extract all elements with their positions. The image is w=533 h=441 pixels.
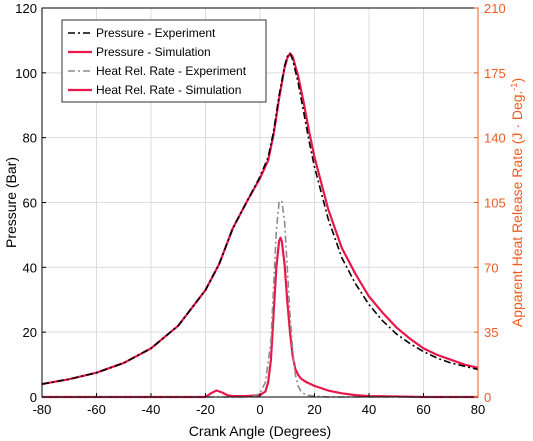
y-left-tick-label: 60	[23, 196, 37, 211]
y-right-tick-label: 140	[484, 131, 506, 146]
y-left-tick-label: 0	[30, 390, 37, 405]
y-left-tick-label: 100	[15, 66, 37, 81]
series-line-3	[42, 236, 478, 399]
y-right-tick-label: 105	[484, 196, 506, 211]
legend-label-0: Pressure - Experiment	[96, 26, 216, 40]
y-right-axis-title-close: )	[509, 78, 525, 83]
grid	[41, 7, 479, 398]
ticks: -80 -60 -40 -20 0 20 40 60 800204060801001200357…	[15, 1, 505, 417]
y-right-tick-label: 0	[484, 390, 491, 405]
x-tick-label: -20	[196, 402, 215, 417]
y-left-tick-label: 80	[23, 131, 37, 146]
y-right-axis-title-main: Apparent Heat Release Rate (J · Deg.	[509, 91, 525, 328]
y-right-axis-title: Apparent Heat Release Rate (J · Deg.-1)	[509, 78, 525, 327]
legend-label-1: Pressure - Simulation	[96, 45, 211, 59]
x-tick-label: 80	[471, 402, 485, 417]
x-tick-label: -40	[142, 402, 161, 417]
legend-label-2: Heat Rel. Rate - Experiment	[96, 64, 247, 78]
y-right-tick-label: 210	[484, 1, 506, 16]
y-right-tick-label: 175	[484, 66, 506, 81]
y-right-tick-label: 70	[484, 260, 498, 275]
x-tick-label: 60	[416, 402, 430, 417]
series-line-0	[41, 52, 479, 385]
x-tick-label: 40	[362, 402, 376, 417]
y-left-tick-label: 40	[23, 260, 37, 275]
legend: Pressure - Experiment Pressure - Simulati…	[61, 19, 267, 103]
y-left-axis-title: Pressure (Bar)	[3, 157, 19, 248]
x-tick-label: 0	[256, 402, 263, 417]
axis-titles: Crank Angle (Degrees) Pressure (Bar) Appar…	[3, 78, 525, 439]
legend-box	[61, 19, 267, 103]
x-tick-label: 20	[307, 402, 321, 417]
y-right-tick-label: 35	[484, 325, 498, 340]
y-left-tick-label: 20	[23, 325, 37, 340]
x-tick-label: -80	[33, 402, 52, 417]
legend-label-3: Heat Rel. Rate - Simulation	[96, 83, 241, 97]
x-axis-title: Crank Angle (Degrees)	[189, 423, 331, 439]
y-left-tick-label: 120	[15, 1, 37, 16]
x-tick-label: -60	[87, 402, 106, 417]
series-layer	[41, 52, 479, 399]
y-right-axis-title-sup: -1	[509, 83, 519, 91]
